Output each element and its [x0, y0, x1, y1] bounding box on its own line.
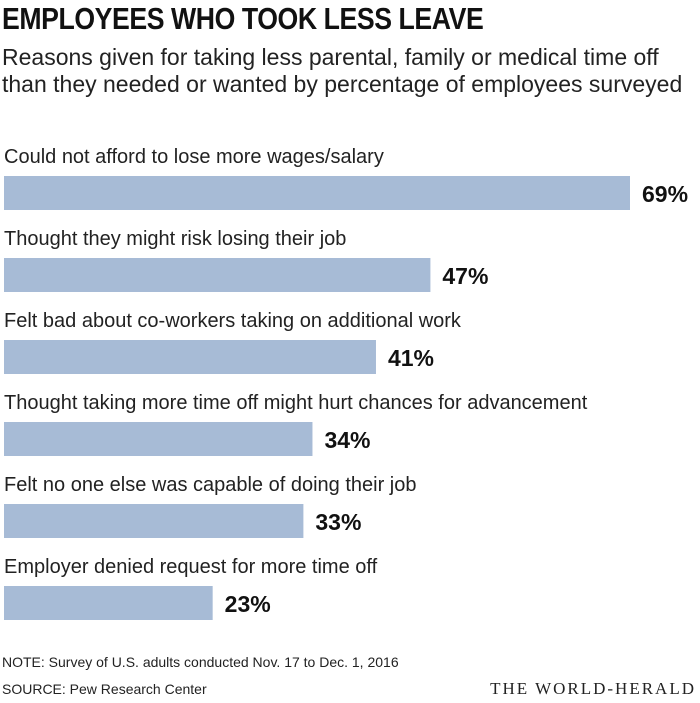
- value-label: 47%: [442, 263, 488, 289]
- chart-subtitle: Reasons given for taking less parental, …: [2, 44, 683, 97]
- publisher-logo: THE WORLD-HERALD: [490, 679, 696, 698]
- chart-title: EMPLOYEES WHO TOOK LESS LEAVE: [2, 1, 484, 36]
- value-label: 41%: [388, 345, 434, 371]
- bar: [4, 586, 213, 620]
- footer-source: SOURCE: Pew Research Center: [2, 681, 207, 697]
- value-label: 34%: [324, 427, 370, 453]
- category-label: Employer denied request for more time of…: [4, 556, 378, 578]
- bar: [4, 340, 376, 374]
- category-label: Thought they might risk losing their job: [4, 228, 346, 250]
- category-label: Thought taking more time off might hurt …: [4, 392, 588, 414]
- category-label: Felt bad about co-workers taking on addi…: [4, 310, 462, 332]
- bar: [4, 422, 313, 456]
- value-label: 69%: [642, 181, 688, 207]
- value-label: 33%: [315, 509, 361, 535]
- value-label: 23%: [225, 591, 271, 617]
- bar-chart: Could not afford to lose more wages/sala…: [4, 146, 688, 620]
- bar: [4, 504, 304, 538]
- category-label: Could not afford to lose more wages/sala…: [4, 146, 384, 168]
- bar: [4, 258, 431, 292]
- category-label: Felt no one else was capable of doing th…: [4, 474, 417, 496]
- footer-note: NOTE: Survey of U.S. adults conducted No…: [2, 654, 399, 670]
- bar: [4, 176, 630, 210]
